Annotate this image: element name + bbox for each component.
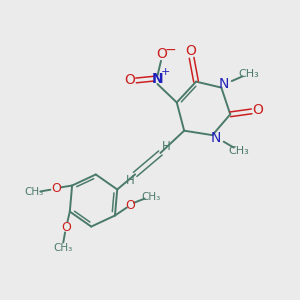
Text: O: O <box>125 199 135 212</box>
Text: −: − <box>164 43 176 56</box>
Text: CH₃: CH₃ <box>238 69 259 79</box>
Text: H: H <box>162 140 171 153</box>
Text: H: H <box>125 174 134 188</box>
Text: N: N <box>152 72 163 86</box>
Text: O: O <box>51 182 61 195</box>
Text: O: O <box>124 73 135 87</box>
Text: O: O <box>186 44 196 58</box>
Text: CH₃: CH₃ <box>53 243 72 254</box>
Text: CH₃: CH₃ <box>141 192 160 202</box>
Text: O: O <box>156 47 167 61</box>
Text: O: O <box>252 103 263 117</box>
Text: N: N <box>211 130 221 145</box>
Text: N: N <box>219 77 230 91</box>
Text: CH₃: CH₃ <box>25 187 44 197</box>
Text: CH₃: CH₃ <box>229 146 250 156</box>
Text: O: O <box>61 220 71 233</box>
Text: +: + <box>161 67 170 77</box>
